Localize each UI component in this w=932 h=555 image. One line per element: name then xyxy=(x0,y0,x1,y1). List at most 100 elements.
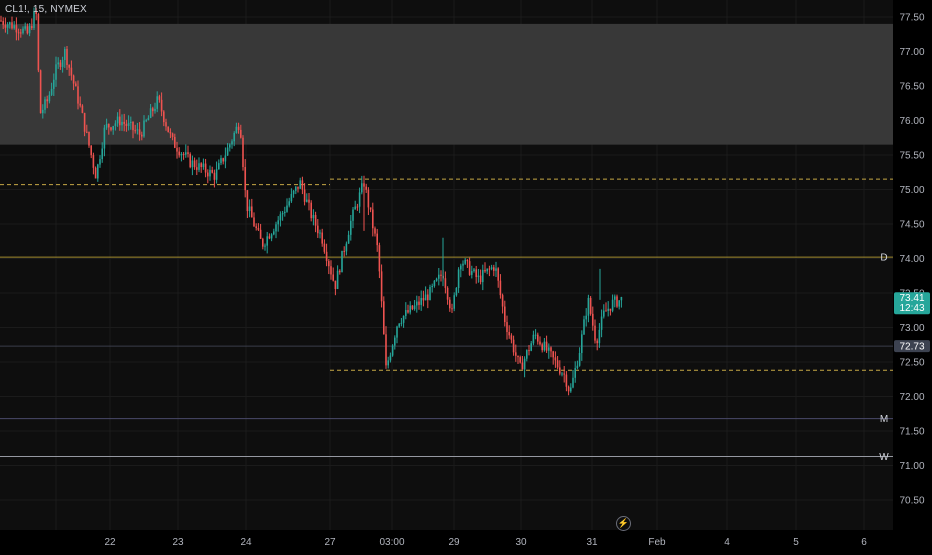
candle-body xyxy=(319,232,321,234)
candle-body xyxy=(255,226,257,229)
candle-body xyxy=(477,275,480,278)
candle-body xyxy=(328,261,330,267)
candle-body xyxy=(541,344,543,351)
price-tick-label: 70.50 xyxy=(899,496,924,507)
candle-body xyxy=(233,132,235,142)
candle-body xyxy=(244,167,246,191)
candle-body xyxy=(517,355,519,358)
candle-body xyxy=(394,337,396,346)
time-tick-label: 03:00 xyxy=(379,537,404,548)
alert-clock-icon[interactable]: ⚡ xyxy=(616,516,631,531)
candle-body xyxy=(246,190,249,212)
time-axis[interactable]: 22 23 24 27 03:00 29 30 31 Feb 4 5 6 xyxy=(0,530,932,550)
candle-body xyxy=(200,163,202,168)
candle-body xyxy=(479,275,482,283)
time-tick-label: 31 xyxy=(586,537,598,548)
zone-rect xyxy=(0,23,893,145)
candle-body xyxy=(574,368,576,378)
candle-body xyxy=(598,329,601,344)
candle-body xyxy=(519,357,521,363)
candle-body xyxy=(510,335,513,340)
candle-body xyxy=(134,130,136,132)
candle-body xyxy=(343,250,345,252)
candle-body xyxy=(9,22,11,25)
candle-body xyxy=(209,169,211,177)
candle-body xyxy=(240,129,242,138)
candle-body xyxy=(46,99,48,102)
candle-body xyxy=(218,163,220,170)
candle-body xyxy=(446,287,449,300)
candle-body xyxy=(310,202,312,219)
candle-body xyxy=(299,180,301,189)
candle-body xyxy=(211,169,213,173)
candle-body xyxy=(482,269,484,283)
symbol-label[interactable]: CL1!, 15, NYMEX xyxy=(5,4,87,15)
candle-body xyxy=(614,296,616,300)
candle-body xyxy=(321,232,323,244)
candle-body xyxy=(607,308,609,311)
candle-body xyxy=(532,334,535,344)
candle-body xyxy=(81,105,84,113)
candle-body xyxy=(407,310,409,313)
candle-body xyxy=(484,269,486,272)
candle-body xyxy=(561,373,563,375)
candle-body xyxy=(13,25,15,29)
candle-body xyxy=(490,267,493,269)
candle-body xyxy=(187,152,189,155)
candle-body xyxy=(396,326,398,338)
candle-body xyxy=(55,64,57,80)
candle-body xyxy=(116,116,119,124)
candle-body xyxy=(449,299,451,309)
candle-body xyxy=(361,183,363,193)
time-tick-label: 4 xyxy=(724,537,730,548)
candle-body xyxy=(72,75,75,84)
time-tick-label: 22 xyxy=(104,537,116,548)
price-axis[interactable]: 77.50 77.00 76.50 76.00 75.50 75.00 74.50 74.00… xyxy=(893,0,932,550)
candle-body xyxy=(378,245,381,272)
candle-body xyxy=(163,111,165,123)
candle-body xyxy=(583,319,585,335)
candle-body xyxy=(88,131,90,146)
candle-body xyxy=(352,209,354,221)
candle-body xyxy=(462,263,464,266)
candle-body xyxy=(231,141,233,145)
candle-body xyxy=(6,24,9,28)
candle-body xyxy=(376,233,378,246)
candle-body xyxy=(435,278,438,281)
candle-body xyxy=(68,64,70,68)
candle-body xyxy=(169,132,172,134)
candle-body xyxy=(506,322,508,333)
time-axis-bg xyxy=(0,530,932,550)
candle-body xyxy=(565,374,568,387)
price-tick-label: 77.00 xyxy=(899,47,924,58)
level-tag-M: M xyxy=(880,414,888,425)
candle-body xyxy=(158,96,161,100)
candle-body xyxy=(297,186,299,189)
candle-body xyxy=(367,189,370,208)
candle-body xyxy=(460,265,462,270)
candle-body xyxy=(383,301,385,335)
candle-body xyxy=(308,199,310,203)
countdown-value: 12:43 xyxy=(899,303,924,314)
candle-body xyxy=(108,123,110,128)
candle-body xyxy=(66,48,68,65)
candle-body xyxy=(2,20,4,25)
candle-body xyxy=(336,270,339,289)
candle-body xyxy=(391,345,394,356)
candle-body xyxy=(554,357,557,361)
candle-body xyxy=(405,310,407,316)
price-tick-label: 71.50 xyxy=(899,427,924,438)
candle-body xyxy=(457,269,460,289)
candle-body xyxy=(570,387,572,392)
candle-body xyxy=(499,280,502,296)
candle-body xyxy=(50,88,53,95)
candle-body xyxy=(178,151,180,156)
candle-body xyxy=(112,126,114,130)
candle-body xyxy=(11,22,13,29)
candle-body xyxy=(145,120,147,122)
candles xyxy=(0,7,623,396)
candle-body xyxy=(215,169,218,180)
